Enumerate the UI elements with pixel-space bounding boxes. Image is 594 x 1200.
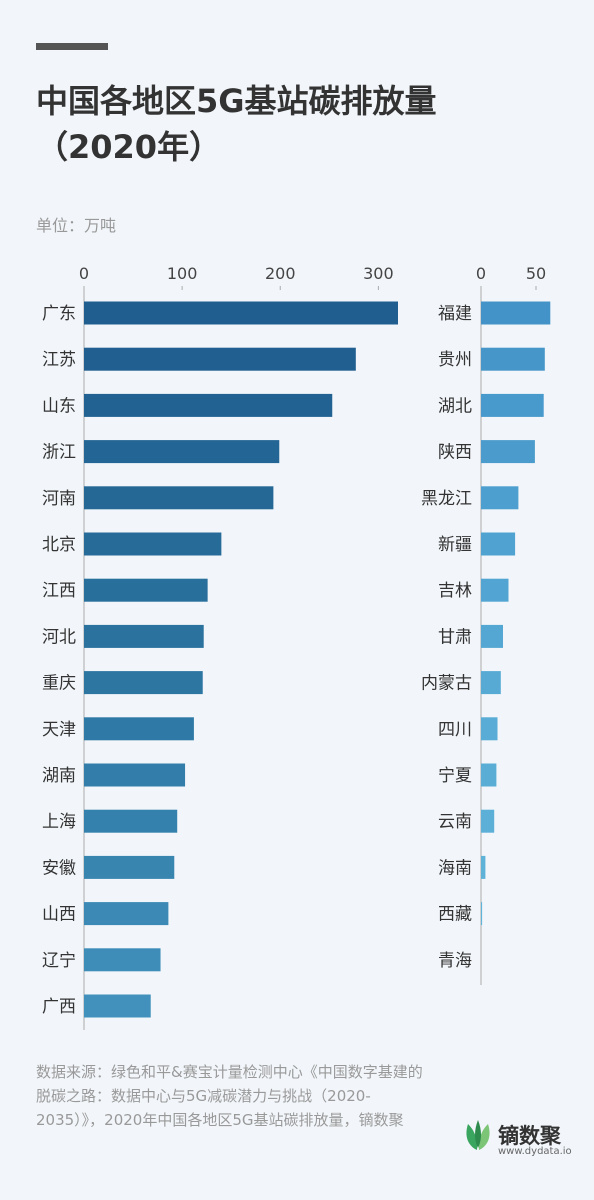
chart-2-bar: [481, 440, 535, 464]
chart-1-bar: [84, 624, 204, 648]
title-line-2: （2020年）: [36, 128, 222, 166]
chart-1-category-label: 上海: [42, 812, 76, 832]
chart-2-bar: [481, 717, 498, 741]
leaf-logo-icon: [466, 1120, 490, 1150]
chart-2-bar: [481, 347, 545, 371]
data-source-note: 数据来源：绿色和平&赛宝计量检测中心《中国数字基建的脱碳之路：数据中心与5G减碳…: [36, 1063, 423, 1129]
chart-2-category-label: 吉林: [438, 581, 472, 601]
logo-text: 镝数聚: [498, 1124, 561, 1148]
title-accent-bar: [36, 43, 108, 50]
chart-1-bar: [84, 393, 333, 417]
chart-2-bar: [481, 671, 501, 695]
chart-1-category-label: 河北: [42, 627, 76, 647]
chart-1-tick-label: 100: [167, 264, 198, 283]
chart-2-tick-label: 0: [476, 264, 486, 283]
chart-1-bar: [84, 855, 175, 879]
chart-2-category-label: 新疆: [438, 535, 472, 555]
chart-2-bar: [481, 809, 495, 833]
chart-2-category-label: 甘肃: [438, 627, 472, 647]
chart-1-category-label: 湖南: [42, 766, 76, 786]
logo-url: www.dydata.io: [498, 1146, 572, 1157]
chart-2-category-label: 四川: [438, 720, 472, 740]
chart-2-category-label: 贵州: [438, 350, 472, 370]
chart-2-bar: [481, 301, 551, 325]
chart-2-bar: [481, 855, 486, 879]
chart-1-bar: [84, 486, 274, 510]
chart-2-category-label: 福建: [438, 304, 472, 324]
chart-1-bar: [84, 902, 169, 926]
chart-1-category-label: 辽宁: [42, 951, 76, 971]
chart-2-tick-label: 50: [526, 264, 546, 283]
chart-1-category-label: 广西: [42, 997, 76, 1017]
chart-2-bar: [481, 624, 503, 648]
chart-2-category-label: 海南: [438, 858, 472, 878]
chart-2-bar: [481, 578, 509, 602]
chart-2-category-label: 湖北: [438, 396, 472, 416]
chart-1-category-label: 江西: [42, 581, 76, 601]
chart-1-category-label: 浙江: [42, 443, 76, 463]
chart-1-bar: [84, 994, 151, 1018]
chart-2-category-label: 云南: [438, 812, 472, 832]
chart-2-bar: [481, 486, 519, 510]
chart-1-category-label: 江苏: [42, 350, 76, 370]
chart-1-category-label: 河南: [42, 489, 76, 509]
chart-1-bar: [84, 578, 208, 602]
chart-2-category-label: 黑龙江: [421, 489, 472, 509]
chart-1-bar: [84, 763, 186, 787]
chart-2-category-label: 宁夏: [438, 766, 472, 786]
chart-1-tick-label: 200: [265, 264, 296, 283]
chart-1-category-label: 重庆: [42, 674, 76, 694]
page-title: 中国各地区5G基站碳排放量 （2020年）: [36, 78, 437, 170]
chart-2-category-label: 内蒙古: [421, 674, 472, 694]
chart-1-category-label: 山西: [42, 905, 76, 925]
title-line-1: 中国各地区5G基站碳排放量: [36, 82, 437, 120]
chart-2-bar: [481, 902, 483, 926]
chart-1-category-label: 北京: [42, 535, 76, 555]
chart-1-bar: [84, 532, 222, 556]
chart-1-bar: [84, 301, 398, 325]
chart-1-category-label: 广东: [42, 304, 76, 324]
chart-1-tick-label: 300: [363, 264, 394, 283]
chart-1-bar: [84, 440, 280, 464]
chart-1-bar: [84, 809, 178, 833]
chart-2-bar: [481, 763, 497, 787]
chart-1-category-label: 天津: [42, 720, 76, 740]
chart-2-bar: [481, 532, 516, 556]
chart-1-bar: [84, 948, 161, 972]
brand-logo: 镝数聚 www.dydata.io: [462, 1118, 582, 1158]
chart-2-category-label: 青海: [438, 951, 472, 971]
unit-label: 单位：万吨: [36, 216, 117, 235]
chart-1-bar: [84, 347, 356, 371]
chart-1-bar: [84, 671, 203, 695]
chart-1-category-label: 山东: [42, 396, 76, 416]
chart-2-category-label: 陕西: [438, 443, 472, 463]
chart-1-category-label: 安徽: [42, 858, 76, 878]
chart-1-tick-label: 0: [79, 264, 89, 283]
chart-2-category-label: 西藏: [438, 905, 472, 925]
chart-1-bar: [84, 717, 194, 741]
chart-2-bar: [481, 393, 544, 417]
